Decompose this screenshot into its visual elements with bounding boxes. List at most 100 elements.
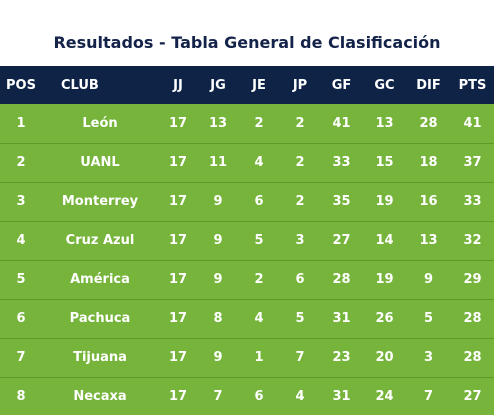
cell-je: 1 <box>238 337 280 377</box>
table-row: 3 Monterrey 17 9 6 2 35 19 16 33 <box>0 181 494 221</box>
cell-jg: 7 <box>198 376 238 415</box>
cell-gc: 14 <box>363 220 406 260</box>
cell-club: Cruz Azul <box>42 220 158 260</box>
cell-je: 6 <box>238 376 280 415</box>
cell-jp: 3 <box>280 220 320 260</box>
header-dif: DIF <box>416 77 441 93</box>
cell-gc: 19 <box>363 181 406 221</box>
cell-jj: 17 <box>158 181 198 221</box>
cell-club: Monterrey <box>42 181 158 221</box>
cell-pts: 37 <box>451 142 494 182</box>
header-gf: GF <box>331 77 352 93</box>
cell-jj: 17 <box>158 337 198 377</box>
table-row: 5 América 17 9 2 6 28 19 9 29 <box>0 259 494 299</box>
cell-dif: 28 <box>419 115 438 131</box>
table-header-row: POS CLUB JJ JG JE JP GF GC DIF PTS <box>0 66 494 104</box>
header-jp: JP <box>292 77 308 93</box>
cell-gc: 13 <box>375 115 394 131</box>
cell-gf: 31 <box>320 298 363 338</box>
cell-je: 5 <box>238 220 280 260</box>
cell-pos: 4 <box>0 220 42 260</box>
cell-jp: 4 <box>280 376 320 415</box>
cell-gc: 20 <box>363 337 406 377</box>
cell-pts: 32 <box>451 220 494 260</box>
cell-gc: 15 <box>363 142 406 182</box>
table-row: 8 Necaxa 17 7 6 4 31 24 7 27 <box>0 376 494 415</box>
cell-jj: 17 <box>158 142 198 182</box>
cell-club: Pachuca <box>42 298 158 338</box>
header-pts: PTS <box>458 77 487 93</box>
cell-pos: 1 <box>16 115 26 131</box>
cell-jp: 2 <box>295 115 305 131</box>
cell-je: 2 <box>238 259 280 299</box>
cell-jj: 17 <box>158 376 198 415</box>
cell-dif: 13 <box>406 220 451 260</box>
cell-gf: 28 <box>320 259 363 299</box>
cell-dif: 7 <box>406 376 451 415</box>
cell-pts: 28 <box>451 298 494 338</box>
cell-jg: 9 <box>198 259 238 299</box>
cell-jp: 2 <box>280 181 320 221</box>
cell-jj: 17 <box>158 220 198 260</box>
cell-pos: 6 <box>0 298 42 338</box>
table-row: 4 Cruz Azul 17 9 5 3 27 14 13 32 <box>0 220 494 260</box>
page-title: Resultados - Tabla General de Clasificac… <box>53 33 441 52</box>
cell-dif: 5 <box>406 298 451 338</box>
cell-pts: 29 <box>451 259 494 299</box>
header-jg: JG <box>210 77 226 93</box>
cell-jg: 9 <box>198 181 238 221</box>
cell-club: UANL <box>42 142 158 182</box>
header-jj: JJ <box>173 77 183 93</box>
cell-dif: 16 <box>406 181 451 221</box>
cell-jg: 11 <box>198 142 238 182</box>
cell-pts: 33 <box>451 181 494 221</box>
cell-club: Necaxa <box>42 376 158 415</box>
table-row: 7 Tijuana 17 9 1 7 23 20 3 28 <box>0 337 494 377</box>
cell-je: 4 <box>238 298 280 338</box>
cell-pos: 2 <box>0 142 42 182</box>
cell-dif: 9 <box>406 259 451 299</box>
cell-je: 4 <box>238 142 280 182</box>
header-je: JE <box>252 77 266 93</box>
cell-gf: 35 <box>320 181 363 221</box>
cell-pos: 5 <box>0 259 42 299</box>
cell-jp: 5 <box>280 298 320 338</box>
standings-table: POS CLUB JJ JG JE JP GF GC DIF PTS 1 León… <box>0 66 494 415</box>
cell-je: 6 <box>238 181 280 221</box>
cell-pts: 41 <box>463 115 482 131</box>
cell-club: Tijuana <box>42 337 158 377</box>
cell-gc: 26 <box>363 298 406 338</box>
cell-club: León <box>82 115 118 131</box>
table-row: 1 León 17 13 2 2 41 13 28 41 <box>0 104 494 143</box>
cell-gf: 27 <box>320 220 363 260</box>
cell-gc: 19 <box>363 259 406 299</box>
cell-jp: 7 <box>280 337 320 377</box>
cell-jg: 8 <box>198 298 238 338</box>
cell-jj: 17 <box>168 115 188 131</box>
table-row: 2 UANL 17 11 4 2 33 15 18 37 <box>0 142 494 182</box>
cell-gc: 24 <box>363 376 406 415</box>
cell-gf: 41 <box>332 115 351 131</box>
cell-pos: 8 <box>0 376 42 415</box>
cell-club: América <box>42 259 158 299</box>
header-pos: POS <box>6 77 36 93</box>
cell-pos: 3 <box>0 181 42 221</box>
header-club: CLUB <box>61 77 99 93</box>
cell-gf: 31 <box>320 376 363 415</box>
cell-pts: 28 <box>451 337 494 377</box>
cell-jg: 9 <box>198 337 238 377</box>
cell-dif: 3 <box>406 337 451 377</box>
cell-pos: 7 <box>0 337 42 377</box>
cell-jg: 9 <box>198 220 238 260</box>
cell-jp: 2 <box>280 142 320 182</box>
cell-jj: 17 <box>158 298 198 338</box>
cell-gf: 33 <box>320 142 363 182</box>
cell-je: 2 <box>254 115 264 131</box>
cell-gf: 23 <box>320 337 363 377</box>
header-gc: GC <box>374 77 395 93</box>
cell-dif: 18 <box>406 142 451 182</box>
cell-jj: 17 <box>158 259 198 299</box>
table-row: 6 Pachuca 17 8 4 5 31 26 5 28 <box>0 298 494 338</box>
cell-jg: 13 <box>208 115 228 131</box>
